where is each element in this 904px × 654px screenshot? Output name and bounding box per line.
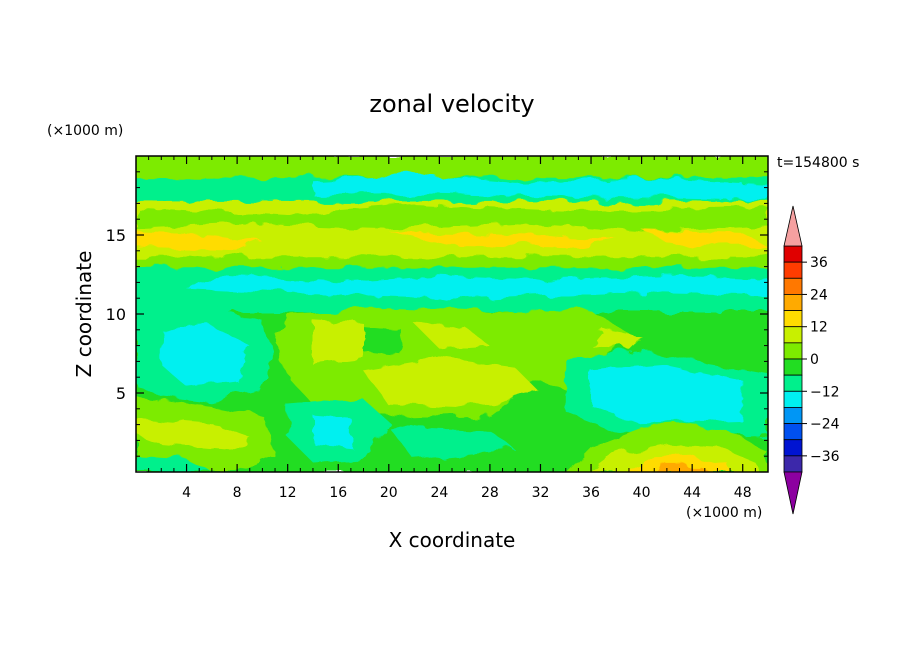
colorbar-level: [783, 342, 803, 360]
x-tick-label: 8: [233, 485, 242, 501]
field-region: [629, 380, 655, 390]
x-tick-label: 32: [532, 485, 550, 501]
x-unit-label: (×1000 m): [686, 505, 762, 521]
x-tick-label: 24: [430, 485, 448, 501]
x-tick-label: 16: [329, 485, 347, 501]
colorbar-level: [783, 294, 803, 311]
colorbar-over-triangle: [783, 205, 803, 247]
field-region: [136, 418, 250, 450]
field-region: [363, 326, 402, 356]
y-tick-label: 15: [106, 226, 126, 245]
colorbar-tick-label: 24: [810, 287, 828, 303]
colorbar-level: [783, 358, 803, 376]
field-region: [388, 427, 516, 460]
field-region: [161, 326, 250, 387]
colorbar-level: [783, 407, 803, 424]
colorbar-level: [783, 326, 803, 344]
colorbar-level: [783, 277, 803, 295]
field-region: [313, 320, 364, 365]
colorbar-level: [783, 455, 803, 473]
field-region: [363, 358, 541, 409]
colorbar-level: [783, 261, 803, 279]
y-axis-label: Z coordinate: [72, 251, 96, 378]
field-region: [591, 364, 743, 425]
time-label: t=154800 s: [777, 155, 859, 171]
contour-field: [136, 156, 768, 472]
x-axis-ticks: 4 8 12 16 20 24 28 32 36 40 44 48: [148, 156, 756, 501]
colorbar-tick-label: 0: [810, 352, 819, 368]
field-region: [313, 175, 768, 201]
colorbar-tick-label: −12: [810, 384, 840, 400]
colorbar-tick-label: 36: [810, 255, 828, 271]
field-region: [313, 415, 351, 447]
field-region: [591, 329, 642, 349]
field-region: [388, 231, 617, 248]
field-region: [136, 231, 263, 251]
field-region: [186, 274, 768, 299]
x-tick-label: 36: [582, 485, 600, 501]
chart-title: zonal velocity: [369, 90, 534, 118]
x-tick-label: 12: [279, 485, 297, 501]
field-region: [136, 205, 768, 232]
y-tick-label: 5: [116, 384, 126, 403]
colorbar-tick-label: 12: [810, 320, 828, 336]
x-tick-label: 48: [734, 485, 752, 501]
colorbar-under-triangle: [783, 471, 803, 515]
x-tick-label: 28: [481, 485, 499, 501]
field-region: [641, 230, 768, 248]
field-region: [414, 323, 490, 349]
x-tick-label: 40: [633, 485, 651, 501]
x-tick-label: 44: [683, 485, 701, 501]
y-axis-ticks: 5 10 15: [106, 171, 768, 457]
x-axis-label: X coordinate: [389, 528, 516, 552]
colorbar-level: [783, 390, 803, 408]
colorbar-level: [783, 245, 803, 263]
x-tick-label: 4: [182, 485, 191, 501]
colorbar: 36 24 12 0 −12 −24 −36: [783, 205, 840, 515]
colorbar-level: [783, 423, 803, 441]
y-unit-label: (×1000 m): [47, 123, 123, 139]
colorbar-tick-label: −24: [810, 417, 840, 433]
field-band: [136, 156, 768, 182]
field-region: [136, 456, 212, 472]
colorbar-level: [783, 310, 803, 328]
colorbar-level: [783, 374, 803, 392]
y-tick-label: 10: [106, 305, 126, 324]
colorbar-level: [783, 439, 803, 457]
colorbar-tick-label: −36: [810, 449, 840, 465]
x-tick-label: 20: [380, 485, 398, 501]
